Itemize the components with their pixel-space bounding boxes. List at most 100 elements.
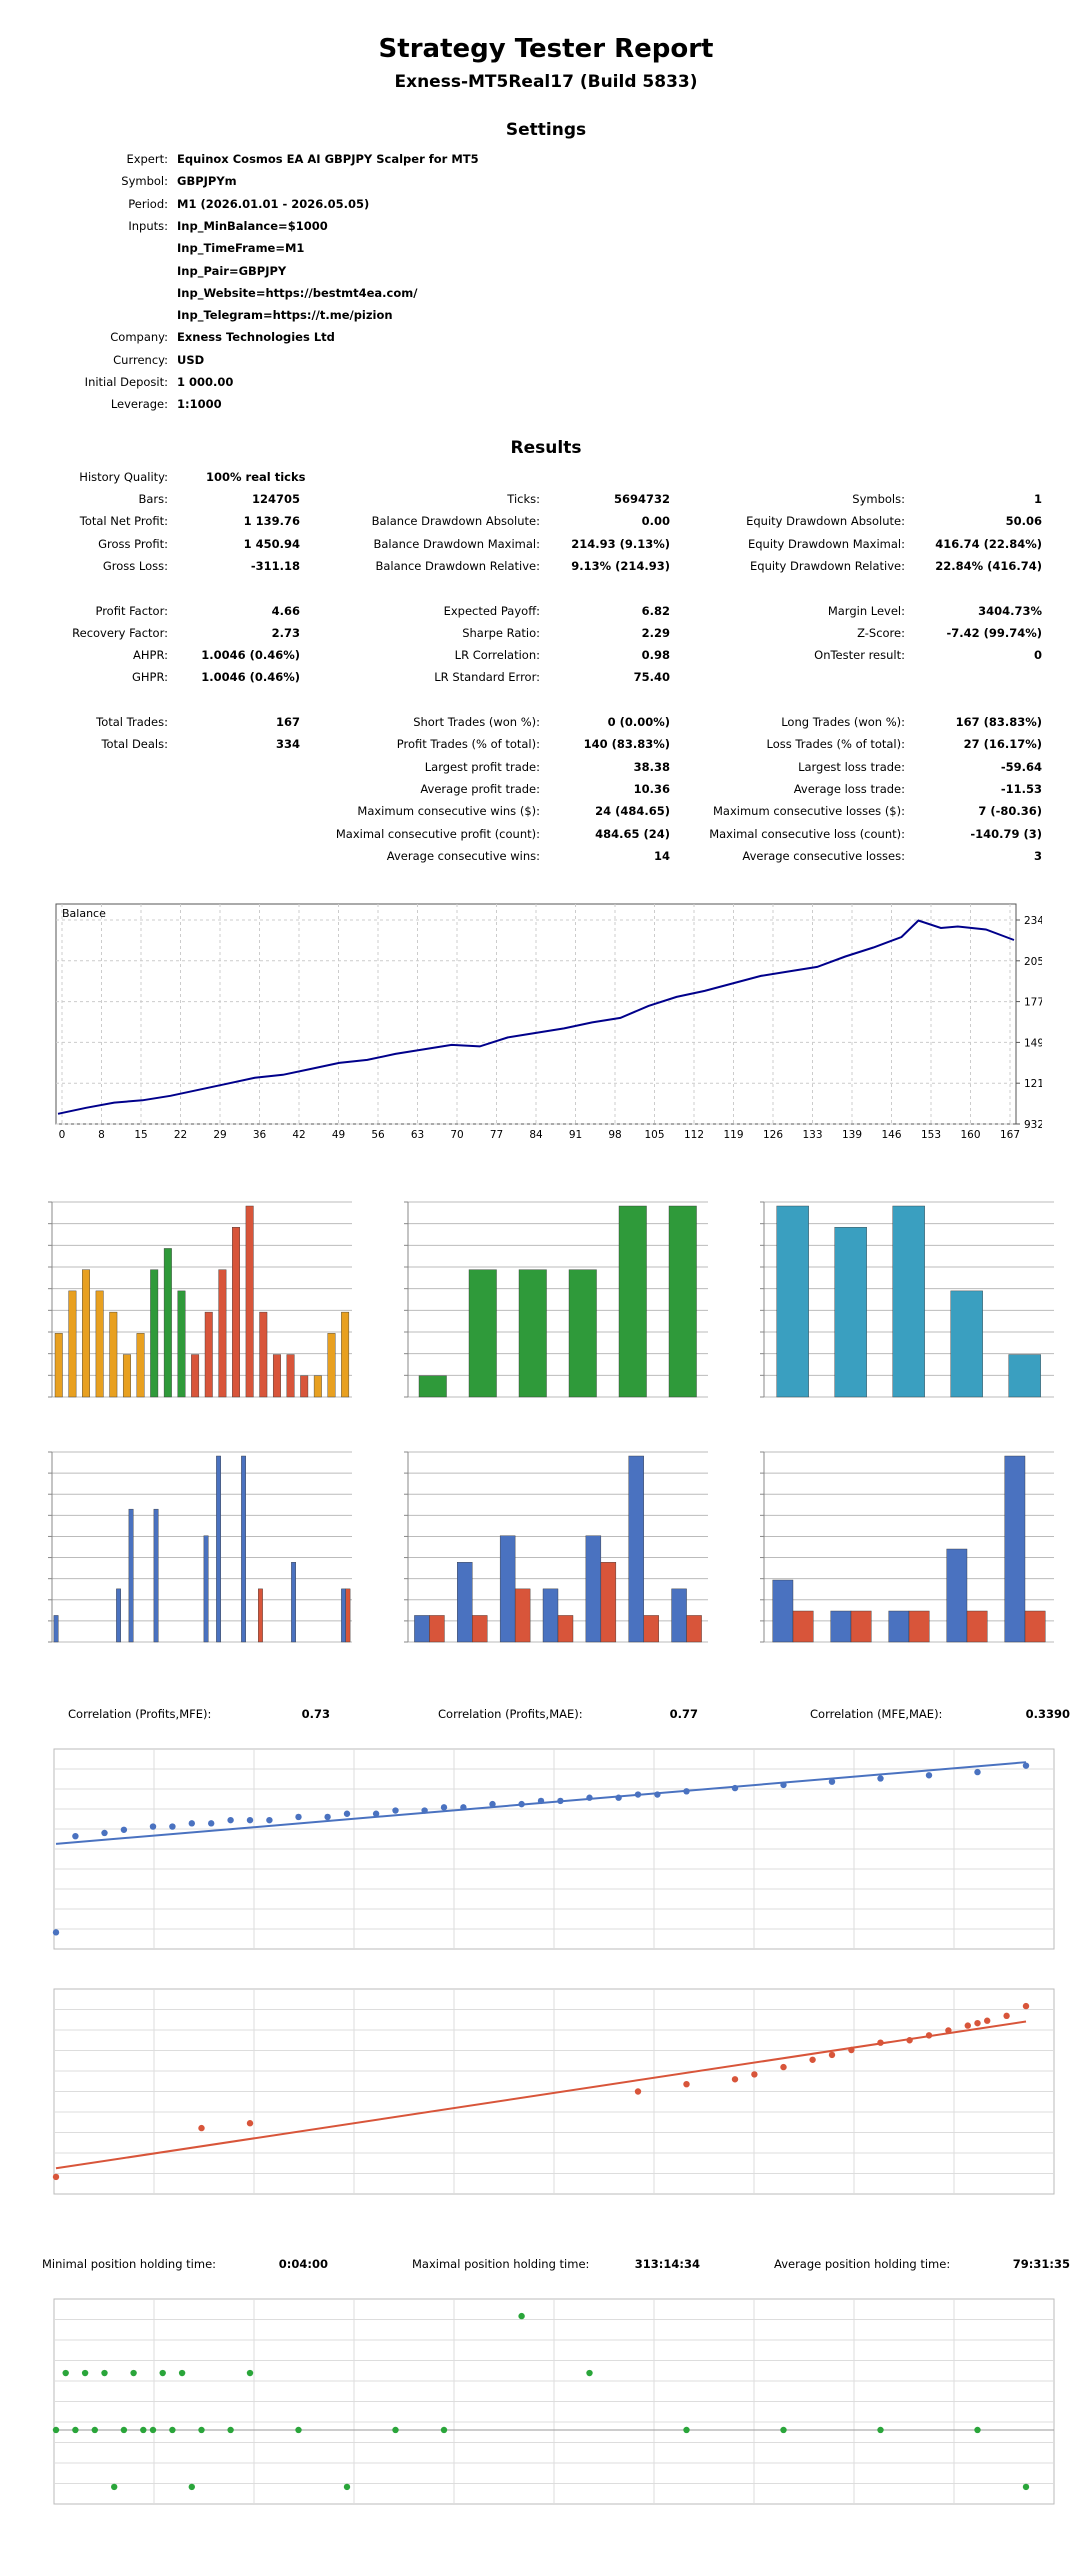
scatter-point [169,1823,176,1830]
settings-value: 1 000.00 [177,375,234,389]
months-distribution-chart [760,1201,1054,1398]
bar [518,1269,547,1398]
scatter-point [208,1820,215,1827]
balance-y-tick: 2059 [1024,956,1042,968]
bar [457,1562,473,1643]
result-value: 50.06 [1005,514,1042,529]
scatter-point [295,1813,302,1821]
scatter-point [518,1800,525,1808]
scatter-point [654,1791,661,1798]
balance-x-tick: 112 [684,1129,704,1140]
settings-label: Symbol: [121,174,168,189]
scatter-point [877,1775,884,1782]
bar [585,1535,602,1643]
bar [245,1205,254,1398]
result-label: Z-Score: [857,625,905,640]
scatter-point [120,2426,128,2434]
result-value: 7 (-80.36) [978,804,1042,819]
history-quality-label: History Quality: [79,470,168,484]
scatter-point [440,2426,448,2434]
bar [218,1269,227,1398]
corr-profits-mae-label: Correlation (Profits,MAE): [438,1707,583,1721]
bar [966,1610,988,1643]
settings-value: Inp_TimeFrame=M1 [177,241,305,256]
result-value: -59.64 [1000,759,1042,774]
scatter-point [72,1832,79,1840]
result-label: Sharpe Ratio: [462,625,540,640]
scatter-point [828,2051,836,2059]
scatter-point [188,2483,195,2491]
balance-x-tick: 22 [174,1129,187,1140]
result-value: 0 [1033,648,1042,663]
bar [300,1375,309,1398]
bar [668,1205,697,1398]
bar [95,1290,104,1398]
scatter-point [421,1807,428,1814]
scatter-point [683,2426,690,2434]
min-holding-label: Minimal position holding time: [42,2257,217,2271]
result-label: Equity Drawdown Maximal: [747,536,905,551]
scatter-point [62,2369,69,2377]
result-label: LR Standard Error: [434,670,540,685]
result-label: Average loss trade: [793,781,905,796]
scatter-point [906,2037,913,2044]
result-label: Expected Payoff: [443,603,540,618]
result-label: Maximum consecutive wins ($): [357,804,540,819]
balance-x-tick: 56 [371,1129,385,1140]
result-value: 167 (83.83%) [955,715,1042,729]
bar [204,1311,213,1398]
scatter-point [140,2426,147,2434]
scatter-point [227,1816,234,1824]
result-value: 38.38 [633,759,670,774]
result-value: 3404.73% [978,603,1042,618]
bar [850,1610,872,1643]
balance-x-tick: 77 [490,1129,503,1140]
regression-line [55,2020,1027,2170]
settings-value: M1 (2026.01.01 - 2026.05.05) [177,196,370,211]
scatter-point [392,1807,399,1814]
scatter-point [246,2369,254,2377]
bar [258,1588,263,1643]
bar [54,1333,63,1398]
bar [542,1588,559,1643]
bar [128,1508,134,1643]
balance-x-tick: 8 [98,1129,105,1140]
result-value: 1.0046 (0.46%) [201,648,300,663]
bar [313,1375,322,1398]
result-label: Maximum consecutive losses ($): [713,804,905,819]
corr-mfe-mae-label: Correlation (MFE,MAE): [810,1707,943,1721]
bar [272,1354,281,1398]
bar [216,1455,221,1643]
bar [259,1311,268,1398]
bar [53,1615,59,1643]
holding-time-scatter [52,2298,1055,2505]
bar [600,1562,617,1643]
scatter-point [518,2312,525,2320]
result-label: Recovery Factor: [72,625,168,640]
bar [1004,1455,1026,1643]
history-quality-value: 100% real ticks [206,470,306,484]
balance-chart-title: Balance [62,907,106,920]
settings-label: Inputs: [128,218,168,233]
hours-distribution-chart [48,1201,352,1398]
bar [568,1269,597,1398]
scatter-point [877,2426,884,2434]
scatter-point [1022,2002,1030,2010]
result-value: 75.40 [633,670,670,685]
result-label: Gross Profit: [98,536,168,551]
settings-heading: Settings [505,120,587,140]
bar [241,1455,246,1643]
corr-mfe-mae-value: 0.3390 [1025,1707,1070,1721]
scatter-point [198,2426,205,2434]
bar [776,1205,809,1398]
bar [618,1205,647,1398]
scatter-point [52,2426,60,2434]
scatter-point [266,1816,273,1824]
bar [643,1615,659,1643]
result-label: Balance Drawdown Absolute: [371,514,540,529]
result-label: Gross Loss: [102,558,168,573]
scatter-point [227,2426,234,2434]
scatter-point [178,2369,186,2377]
balance-x-tick: 0 [59,1129,66,1140]
result-value: 3 [1033,848,1042,863]
